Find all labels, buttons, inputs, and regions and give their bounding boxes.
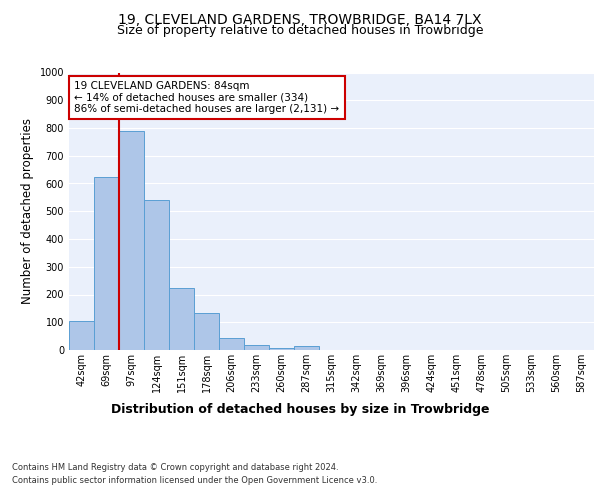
Bar: [144, 200, 169, 350]
Text: Contains HM Land Registry data © Crown copyright and database right 2024.: Contains HM Land Registry data © Crown c…: [12, 462, 338, 471]
Bar: [269, 348, 294, 350]
Bar: [169, 288, 194, 350]
Y-axis label: Number of detached properties: Number of detached properties: [21, 118, 34, 304]
Text: 19 CLEVELAND GARDENS: 84sqm
← 14% of detached houses are smaller (334)
86% of se: 19 CLEVELAND GARDENS: 84sqm ← 14% of det…: [74, 81, 340, 114]
Text: 19, CLEVELAND GARDENS, TROWBRIDGE, BA14 7LX: 19, CLEVELAND GARDENS, TROWBRIDGE, BA14 …: [118, 12, 482, 26]
Bar: [94, 178, 119, 350]
Bar: [294, 346, 319, 350]
Text: Size of property relative to detached houses in Trowbridge: Size of property relative to detached ho…: [117, 24, 483, 37]
Bar: [119, 131, 144, 350]
Bar: [244, 346, 269, 350]
Bar: [219, 338, 244, 350]
Bar: [69, 322, 94, 350]
Text: Distribution of detached houses by size in Trowbridge: Distribution of detached houses by size …: [111, 402, 489, 415]
Text: Contains public sector information licensed under the Open Government Licence v3: Contains public sector information licen…: [12, 476, 377, 485]
Bar: [194, 313, 219, 350]
